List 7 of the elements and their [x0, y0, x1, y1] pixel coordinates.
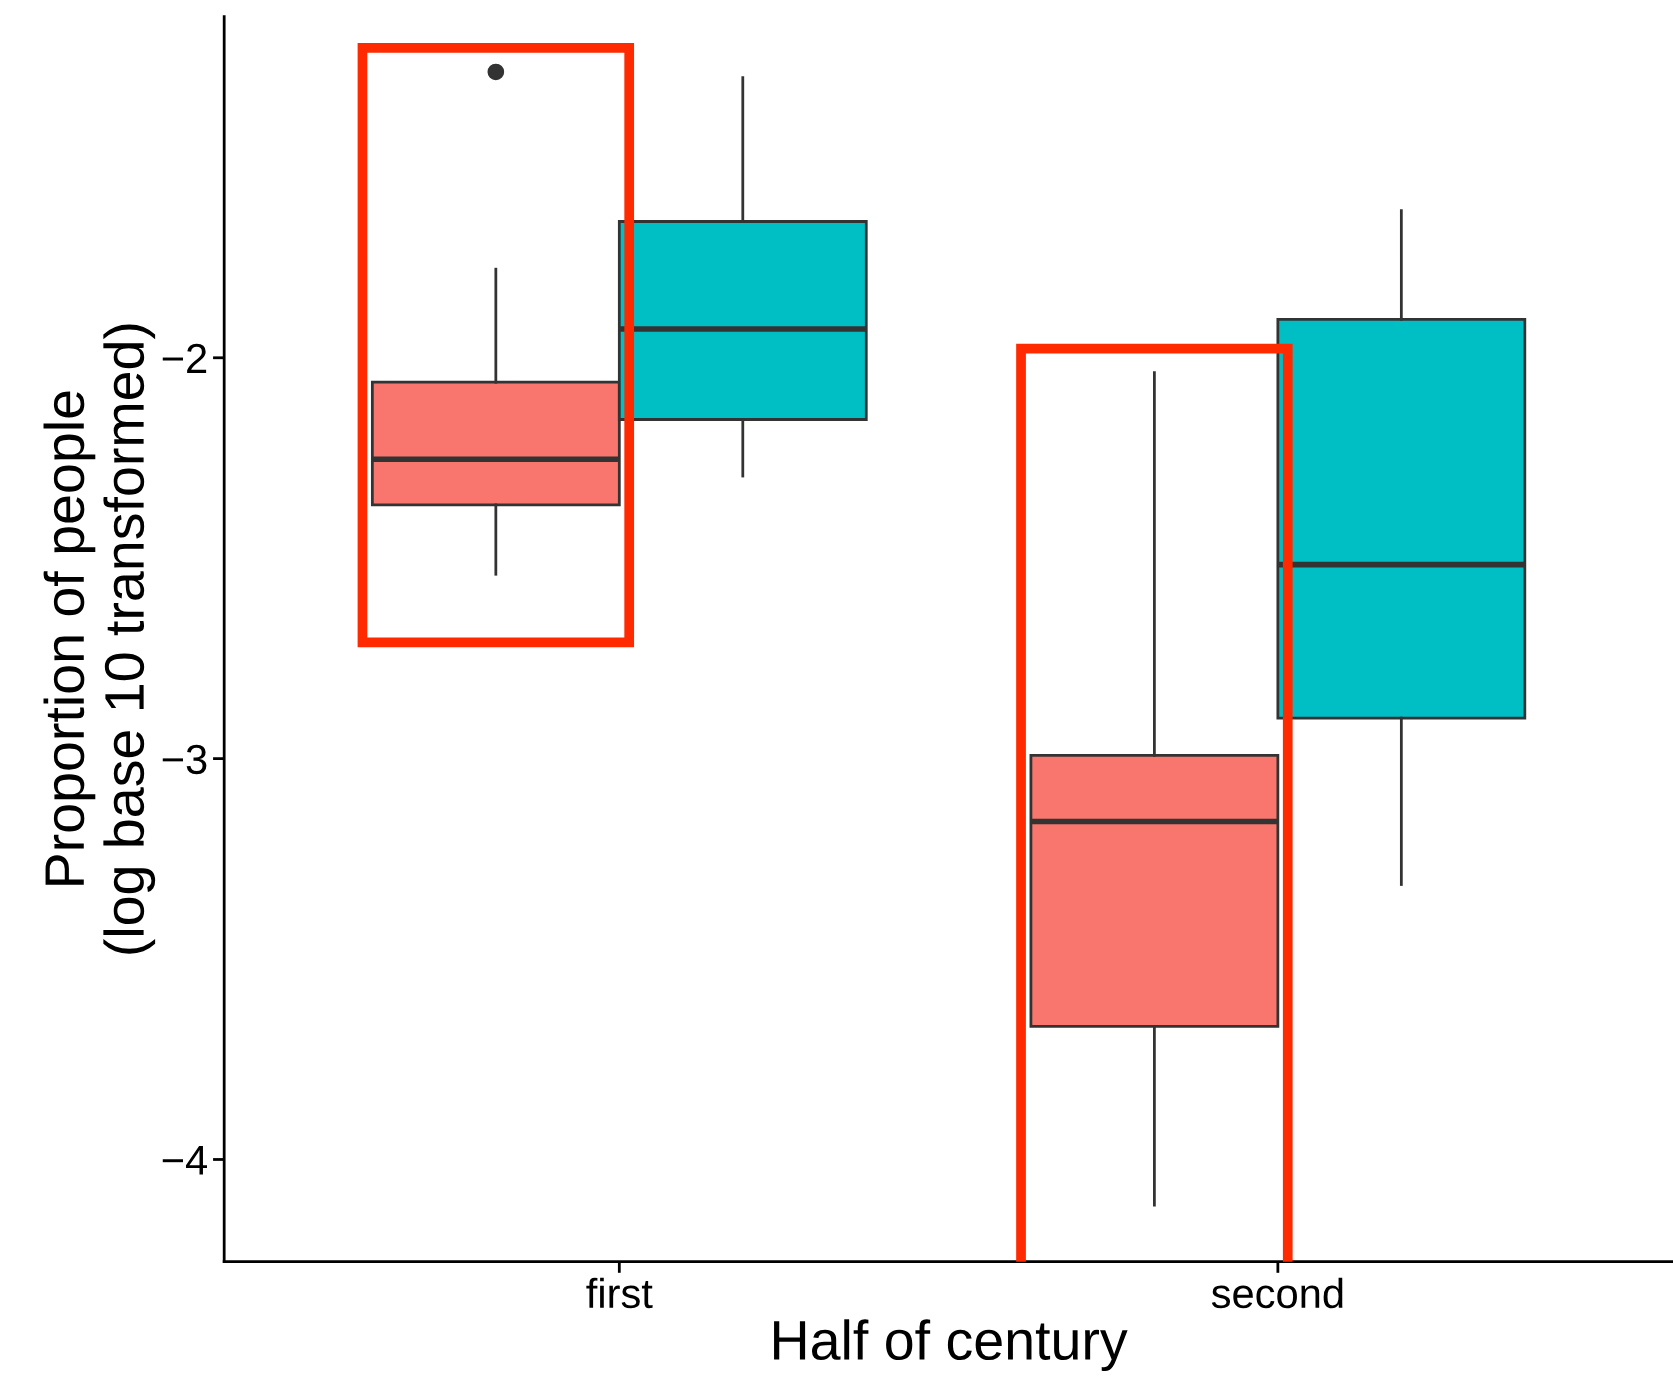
y-tick-label: −3	[162, 744, 207, 775]
y-axis-title: Proportion of people (log base 10 transformed)	[43, 324, 156, 954]
y-tick-label: −4	[162, 1145, 207, 1175]
x-tick-label: first	[586, 1277, 653, 1309]
x-axis-title: Half of century	[774, 1319, 1128, 1372]
x-tick-label: second	[1211, 1277, 1343, 1309]
y-tick-label: −2	[162, 343, 207, 373]
